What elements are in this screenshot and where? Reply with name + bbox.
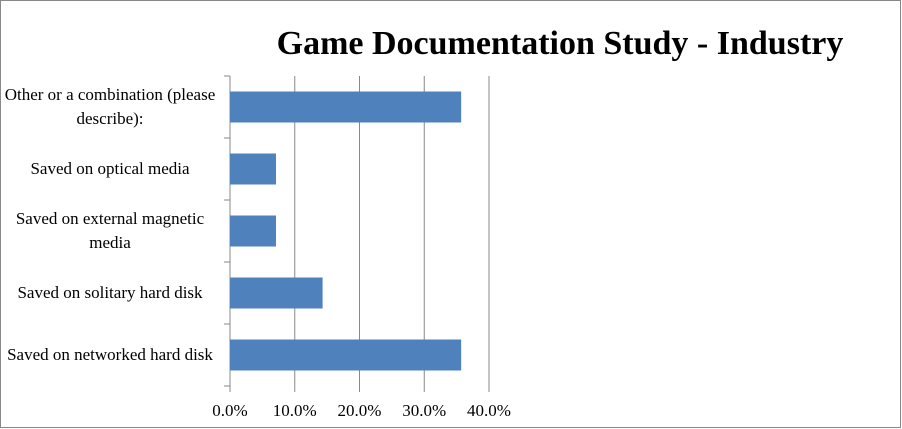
chart-title: Game Documentation Study - Industry [277,25,844,62]
bar [230,339,462,371]
x-tick-label: 20.0% [338,401,382,420]
bar [230,277,323,309]
y-tick-label: Saved on optical media [30,159,190,178]
x-tick-label: 30.0% [402,401,446,420]
y-tick-label: Saved on solitary hard disk [17,283,203,302]
x-tick-label: 0.0% [212,401,247,420]
y-tick-label: Other or a combination (please describe)… [4,85,216,128]
y-tick-label-box: Saved on external magnetic media [15,209,205,252]
y-tick-label-box: Other or a combination (please describe)… [4,85,216,128]
bar [230,153,276,185]
y-tick-label-box: Saved on optical media [30,159,190,178]
x-tick-label: 10.0% [273,401,317,420]
y-tick-label-box: Saved on solitary hard disk [17,283,203,302]
bar [230,215,276,247]
y-tick-label-box: Saved on networked hard disk [7,345,213,364]
bar [230,91,462,123]
y-tick-label: Saved on external magnetic media [15,209,205,252]
x-tick-label: 40.0% [467,401,511,420]
y-tick-label: Saved on networked hard disk [7,345,213,364]
